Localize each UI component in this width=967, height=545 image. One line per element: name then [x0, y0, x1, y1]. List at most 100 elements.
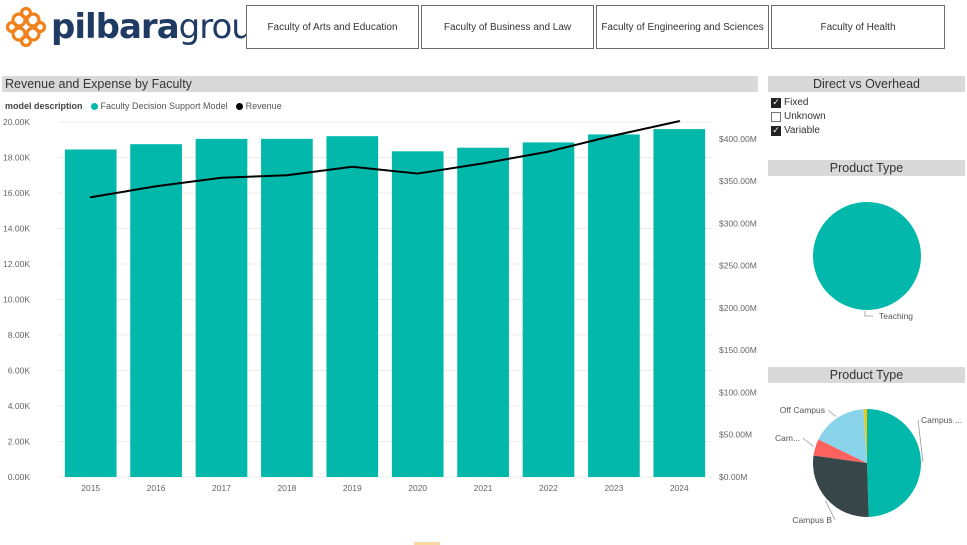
pie-leader-line	[824, 500, 836, 521]
product-type-pie-1: Teaching	[813, 202, 921, 321]
pie-slice-3	[818, 409, 867, 463]
bar-2017	[195, 138, 248, 478]
x-axis-tick-label: 2017	[212, 483, 231, 493]
slicer-option-variable[interactable]: ✓ Variable	[771, 125, 820, 136]
slicer-option-fixed[interactable]: ✓ Fixed	[771, 97, 808, 108]
x-axis-tick-label: 2022	[539, 483, 558, 493]
left-axis-tick-label: 16.00K	[3, 188, 30, 198]
x-axis-tick-label: 2023	[604, 483, 623, 493]
right-axis-tick-label: $0.00M	[719, 472, 747, 482]
legend-title: model description	[5, 101, 83, 111]
pie-label-2: Cam...	[775, 433, 800, 443]
pie-slice-2	[813, 439, 867, 463]
main-chart-title: Revenue and Expense by Faculty	[2, 76, 758, 92]
right-axis-tick-label: $50.00M	[719, 430, 752, 440]
chart-right-axis: $0.00M $50.00M $100.00M $150.00M $200.00M $25…	[719, 134, 757, 482]
right-axis-tick-label: $100.00M	[719, 387, 757, 397]
bar-2021	[457, 147, 509, 478]
x-axis-tick-label: 2024	[670, 483, 689, 493]
pie-leader-line	[864, 311, 873, 317]
logo-mark-icon	[5, 6, 47, 48]
faculty-business-button[interactable]: Faculty of Business and Law	[421, 5, 594, 49]
product-type-pie-2: Campus ... Campus B Cam... Off Campus	[775, 405, 962, 525]
chart-bars	[64, 129, 706, 478]
revenue-point-2020	[416, 172, 419, 175]
bar-2024	[653, 129, 706, 477]
checkbox-checked-icon[interactable]: ✓	[771, 97, 781, 108]
chart-revenue-line	[89, 120, 681, 199]
left-axis-tick-label: 12.00K	[3, 259, 30, 269]
page-tab-indicator[interactable]	[414, 542, 440, 545]
bar-2023	[588, 134, 640, 478]
checkbox-checked-icon[interactable]: ✓	[771, 125, 781, 136]
brand-logo: pilbaragroup	[4, 4, 273, 50]
left-axis-tick-label: 4.00K	[8, 401, 31, 411]
slicer-option-label: Unknown	[784, 111, 826, 122]
revenue-point-2017	[220, 176, 223, 179]
right-axis-tick-label: $250.00M	[719, 261, 757, 271]
bar-2020	[391, 151, 444, 477]
x-axis-tick-label: 2015	[81, 483, 100, 493]
pie-leader-line	[827, 409, 837, 417]
legend-label: Faculty Decision Support Model	[100, 101, 228, 111]
revenue-point-2016	[155, 185, 158, 188]
revenue-point-2015	[89, 196, 92, 199]
pie-slice-teaching	[813, 202, 921, 310]
pie-slice-1	[813, 455, 869, 517]
brand-wordmark: pilbaragroup	[51, 7, 273, 47]
bar-2016	[130, 144, 182, 477]
pie-leader-line	[917, 419, 924, 463]
right-axis-tick-label: $300.00M	[719, 218, 757, 228]
faculty-engineering-button[interactable]: Faculty of Engineering and Sciences	[596, 5, 769, 49]
x-axis-tick-label: 2018	[277, 483, 296, 493]
right-axis-tick-label: $150.00M	[719, 345, 757, 355]
legend-dot-icon	[235, 102, 243, 110]
direct-overhead-title: Direct vs Overhead	[768, 76, 965, 92]
checkbox-empty-icon[interactable]	[771, 111, 781, 122]
bar-2018	[261, 138, 313, 478]
revenue-line	[90, 120, 680, 199]
left-axis-tick-label: 20.00K	[3, 117, 30, 127]
left-axis-tick-label: 2.00K	[8, 437, 31, 447]
slicer-option-label: Variable	[784, 125, 820, 136]
faculty-health-button[interactable]: Faculty of Health	[771, 5, 945, 49]
pie-label-0: Campus ...	[921, 415, 962, 425]
chart-x-axis: 2015 2016 2017 2018 2019 2020 2021 2022 2023 2024	[81, 483, 689, 493]
legend-item-model[interactable]: Faculty Decision Support Model	[90, 101, 228, 111]
x-axis-tick-label: 2020	[408, 483, 427, 493]
chart-left-axis: 0.00K 2.00K 4.00K 6.00K 8.00K 10.00K 12.00K 14.…	[3, 117, 30, 482]
left-axis-tick-label: 18.00K	[3, 153, 30, 163]
slicer-option-label: Fixed	[784, 97, 809, 108]
legend-item-revenue[interactable]: Revenue	[235, 101, 282, 111]
revenue-point-2024	[678, 120, 681, 123]
left-axis-tick-label: 8.00K	[8, 330, 31, 340]
right-axis-tick-label: $200.00M	[719, 303, 757, 313]
bar-2022	[522, 142, 575, 477]
product-type-title-1: Product Type	[768, 160, 965, 176]
pie-leader-line	[802, 437, 814, 447]
right-axis-tick-label: $400.00M	[719, 134, 757, 144]
bar-2019	[326, 136, 379, 477]
faculty-arts-button[interactable]: Faculty of Arts and Education	[246, 5, 419, 49]
revenue-point-2021	[482, 162, 484, 165]
brand-name-bold: pilbara	[51, 7, 180, 47]
x-axis-tick-label: 2019	[343, 483, 362, 493]
x-axis-tick-label: 2021	[474, 483, 493, 493]
chart-legend: model description Faculty Decision Suppo…	[5, 100, 290, 112]
revenue-point-2018	[286, 174, 288, 177]
revenue-point-2022	[547, 150, 550, 153]
product-type-title-2: Product Type	[768, 367, 965, 383]
pie-label-3: Off Campus	[780, 405, 825, 415]
left-axis-tick-label: 14.00K	[3, 224, 30, 234]
right-axis-tick-label: $350.00M	[719, 176, 757, 186]
left-axis-tick-label: 0.00K	[8, 472, 31, 482]
revenue-point-2019	[351, 165, 354, 168]
left-axis-tick-label: 10.00K	[3, 295, 30, 305]
legend-dot-icon	[90, 102, 98, 110]
slicer-option-unknown[interactable]: Unknown	[771, 111, 826, 122]
left-axis-tick-label: 6.00K	[8, 366, 31, 376]
pie-label-1: Campus B	[792, 515, 832, 525]
legend-label: Revenue	[245, 101, 282, 111]
revenue-expense-chart: 0.00K 2.00K 4.00K 6.00K 8.00K 10.00K 12.00K 14.…	[3, 117, 757, 493]
revenue-point-2023	[613, 134, 615, 137]
